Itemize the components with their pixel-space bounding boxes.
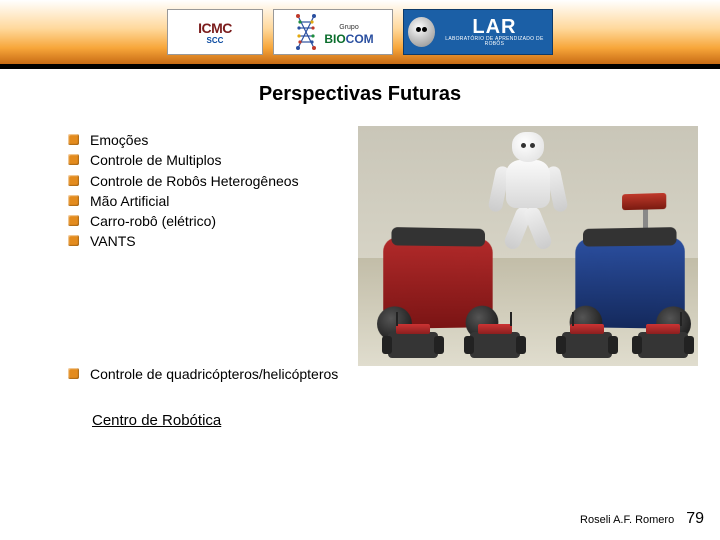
list-item: Controle de quadricópteros/helicópteros (68, 364, 690, 384)
logo-biocom: Grupo BIOCOM (273, 9, 393, 55)
header-divider (0, 64, 720, 69)
header-banner: ICMC SCC Grupo BIOCOM LAR LABORATÓRIO DE… (0, 0, 720, 64)
robot-head-icon (408, 17, 435, 47)
content-area: Emoções Controle de Multiplos Controle d… (0, 130, 720, 430)
small-robot-3 (562, 332, 612, 358)
page-number: 79 (686, 510, 704, 528)
list-item: Emoções (68, 130, 690, 150)
list-item: VANTS (68, 231, 690, 251)
list-item: Mão Artificial (68, 191, 690, 211)
dna-icon (292, 14, 320, 50)
bullet-list-bottom: Controle de quadricópteros/helicópteros (30, 364, 690, 384)
logo-icmc: ICMC SCC (167, 9, 263, 55)
footer: Roseli A.F. Romero 79 (580, 510, 704, 528)
author-text: Roseli A.F. Romero (580, 514, 674, 526)
page-title: Perspectivas Futuras (0, 83, 720, 106)
list-item: Controle de Multiplos (68, 150, 690, 170)
logo-icmc-text: ICMC (198, 20, 232, 36)
small-robot-2 (470, 332, 520, 358)
centro-robotica-link[interactable]: Centro de Robótica (92, 412, 221, 429)
logo-lar-text: LAR LABORATÓRIO DE APRENDIZADO DE ROBÔS (441, 17, 548, 47)
logo-biocom-text: Grupo BIOCOM (324, 18, 373, 46)
logo-lar: LAR LABORATÓRIO DE APRENDIZADO DE ROBÔS (403, 9, 553, 55)
small-robot-1 (388, 332, 438, 358)
list-item: Controle de Robôs Heterogêneos (68, 171, 690, 191)
bullet-list-top: Emoções Controle de Multiplos Controle d… (30, 130, 690, 252)
list-item: Carro-robô (elétrico) (68, 211, 690, 231)
small-robot-4 (638, 332, 688, 358)
logo-icmc-sub: SCC (207, 36, 224, 45)
